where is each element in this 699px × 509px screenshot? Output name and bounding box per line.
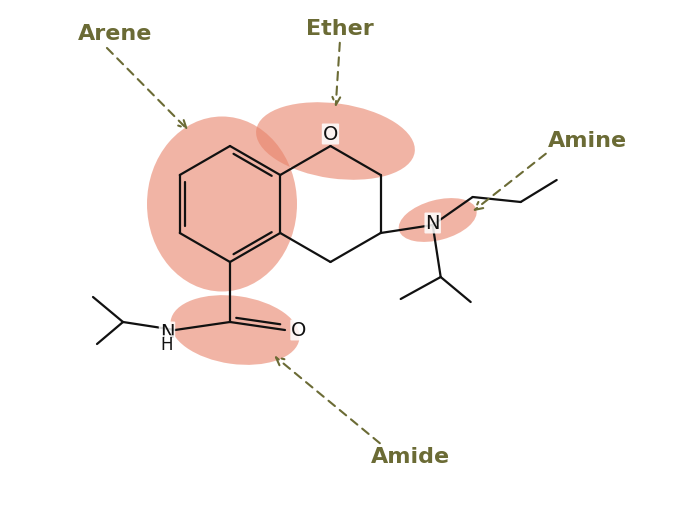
Text: Amide: Amide <box>370 447 449 467</box>
Text: O: O <box>291 321 307 340</box>
Ellipse shape <box>256 102 415 180</box>
Text: H: H <box>161 336 173 354</box>
Ellipse shape <box>398 198 477 242</box>
Text: Ether: Ether <box>306 19 374 39</box>
Ellipse shape <box>147 117 297 292</box>
Text: Arene: Arene <box>78 24 152 44</box>
Text: N: N <box>426 213 440 233</box>
Text: N: N <box>160 323 174 342</box>
Text: O: O <box>323 125 338 144</box>
Text: Amine: Amine <box>548 131 627 151</box>
Ellipse shape <box>171 295 300 365</box>
